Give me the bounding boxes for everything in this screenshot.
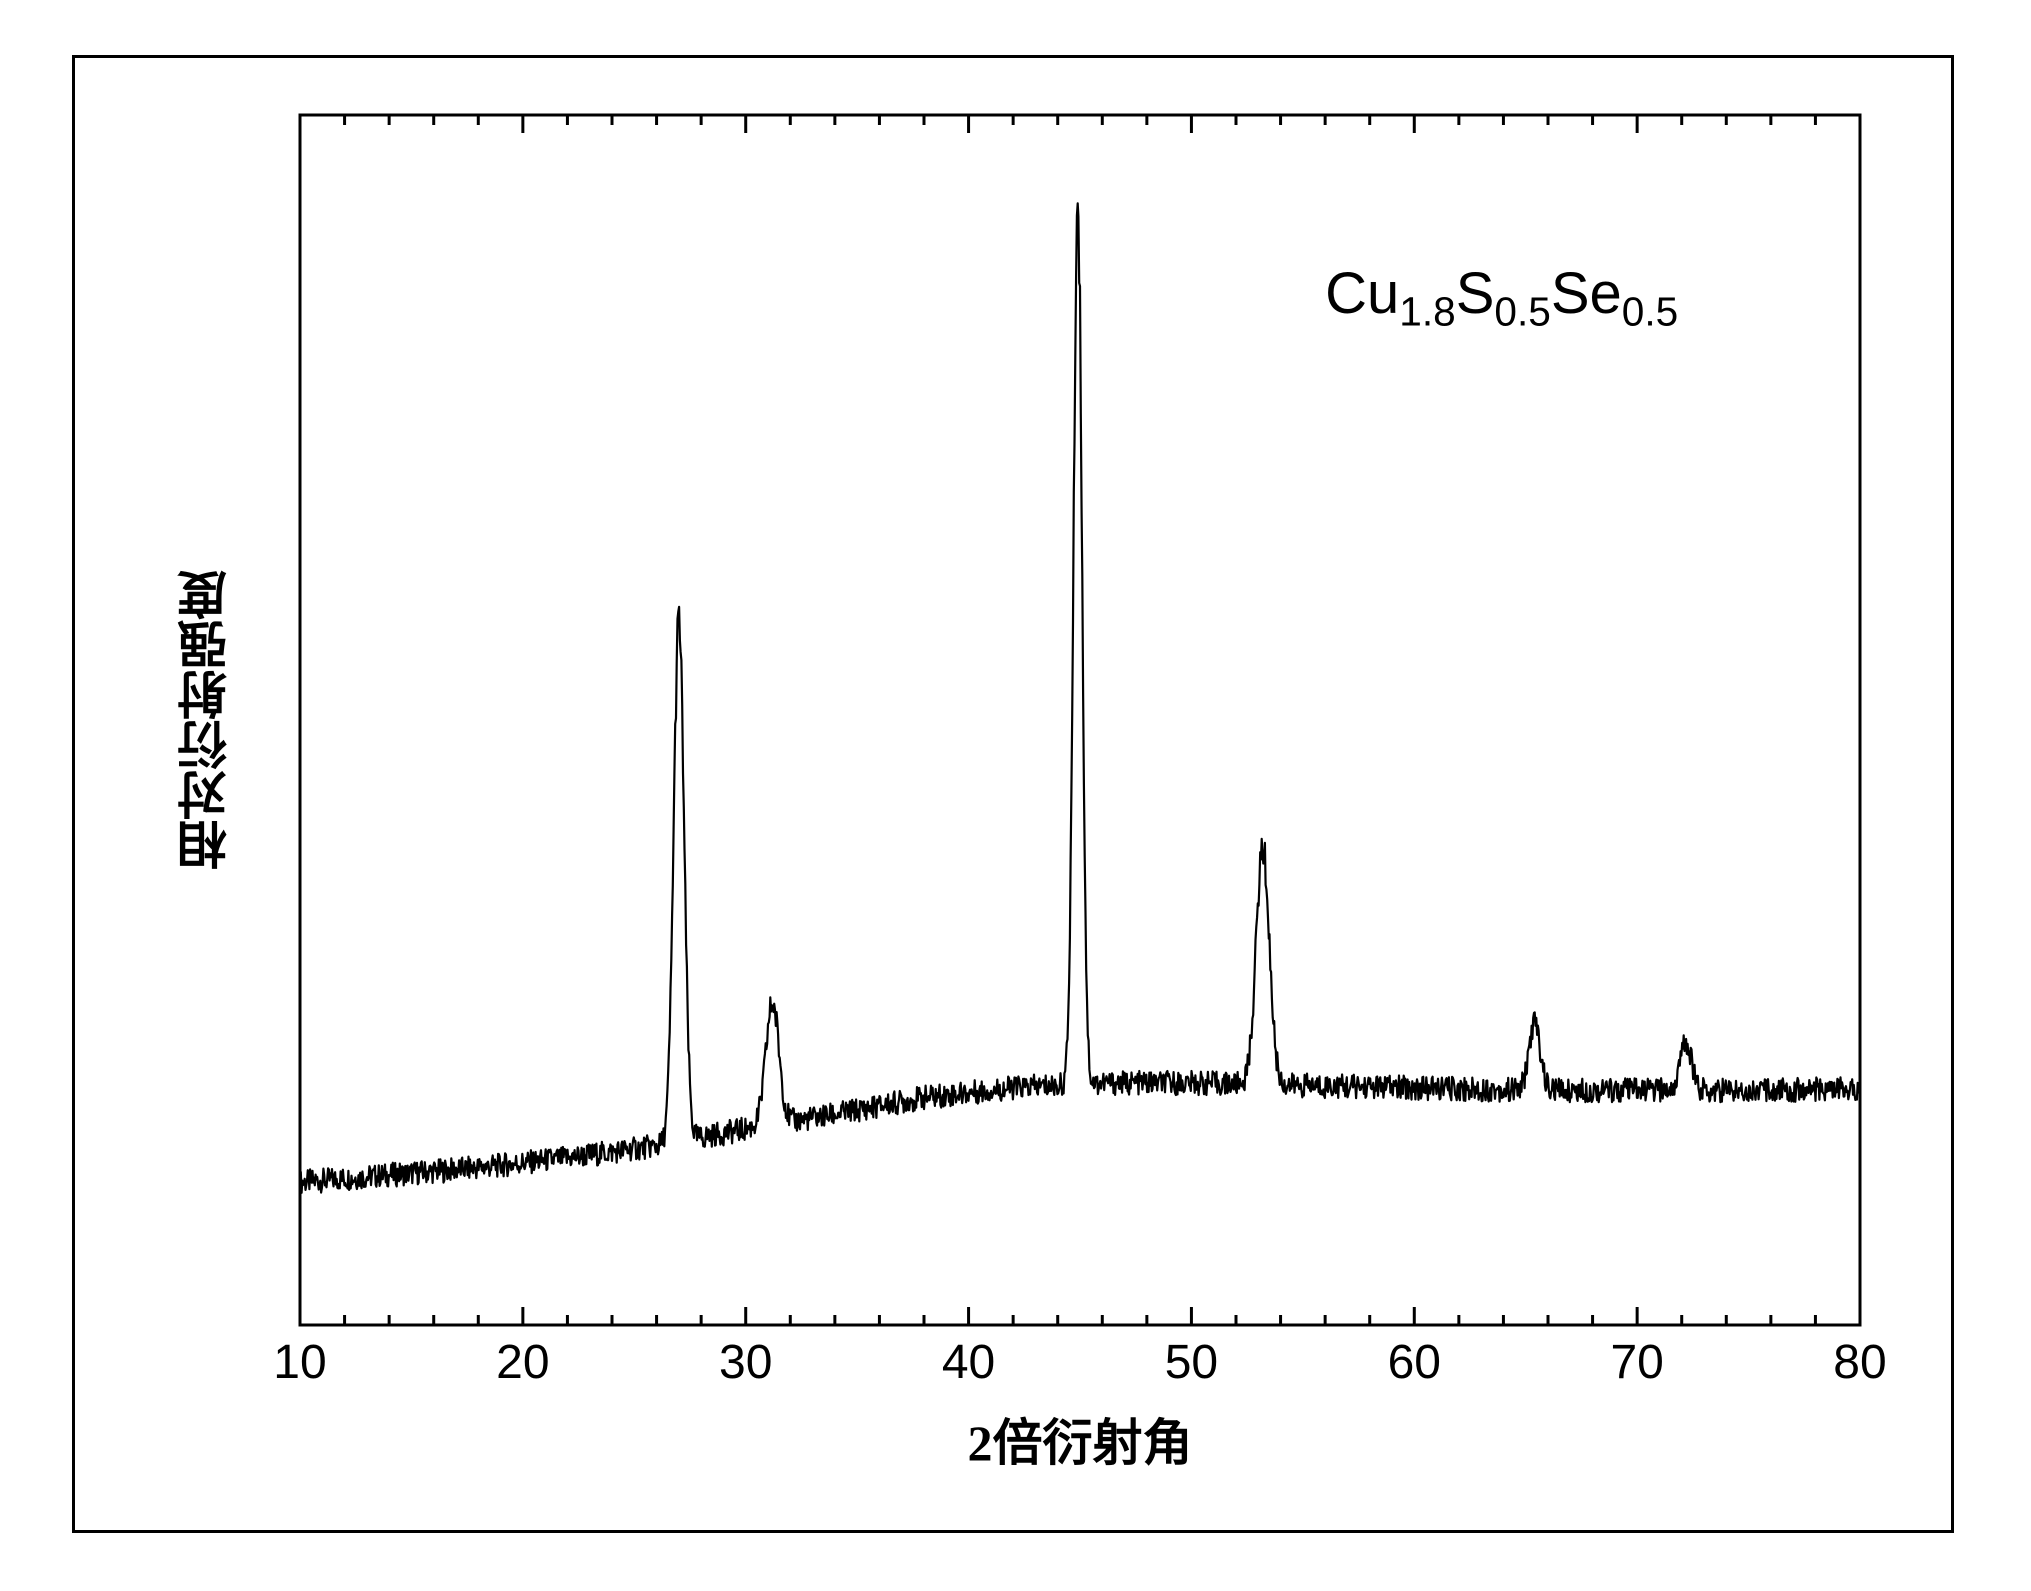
formula-sub: 0.5	[1494, 289, 1550, 335]
x-tick-label: 40	[919, 1335, 1019, 1390]
y-axis-label: 相对衍射强度	[170, 115, 242, 1325]
x-tick-label: 30	[696, 1335, 796, 1390]
formula-el: Cu	[1325, 261, 1399, 326]
formula-sub: 0.5	[1622, 289, 1678, 335]
compound-formula-label: Cu1.8S0.5Se0.5	[1325, 260, 1678, 336]
x-tick-label: 70	[1587, 1335, 1687, 1390]
formula-sub: 1.8	[1399, 289, 1455, 335]
x-tick-label: 80	[1810, 1335, 1910, 1390]
x-tick-label: 20	[473, 1335, 573, 1390]
x-tick-label: 60	[1364, 1335, 1464, 1390]
formula-el: S	[1456, 261, 1495, 326]
formula-el: Se	[1551, 261, 1622, 326]
x-axis-label: 2倍衍射角	[300, 1403, 1860, 1475]
x-tick-label: 10	[250, 1335, 350, 1390]
x-tick-label: 50	[1141, 1335, 1241, 1390]
